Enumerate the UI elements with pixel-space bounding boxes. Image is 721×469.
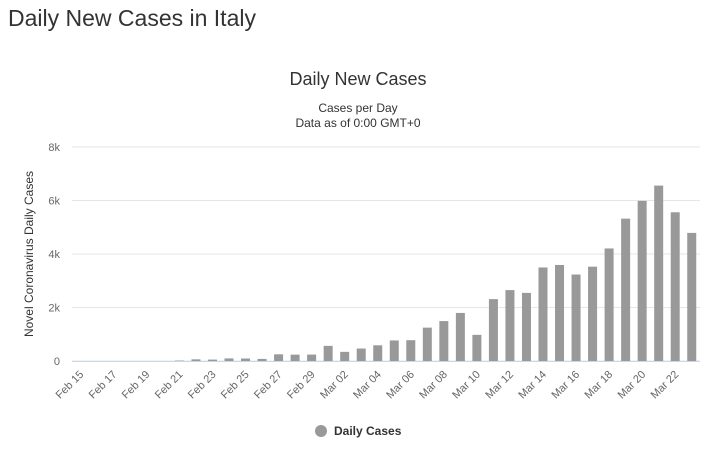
y-tick-label: 6k <box>48 196 60 208</box>
bar <box>456 313 465 361</box>
x-tick-label: Mar 02 <box>318 369 351 402</box>
bar <box>291 355 300 361</box>
x-tick-label: Mar 20 <box>616 369 649 402</box>
y-tick-label: 8k <box>48 142 60 154</box>
bar <box>539 267 548 361</box>
y-tick-label: 4k <box>48 249 60 261</box>
page-title: Daily New Cases in Italy <box>8 5 256 31</box>
bar <box>522 293 531 361</box>
x-tick-label: Feb 19 <box>120 369 153 402</box>
bar <box>324 346 333 361</box>
bar <box>225 358 234 361</box>
bar <box>605 248 614 361</box>
x-tick-label: Mar 22 <box>649 369 682 402</box>
bar <box>654 186 663 361</box>
bar <box>258 359 267 361</box>
bar <box>307 355 316 361</box>
bar <box>588 267 597 361</box>
x-tick-label: Mar 14 <box>516 369 549 402</box>
bar <box>406 340 415 361</box>
chart-title: Daily New Cases <box>289 69 426 89</box>
y-tick-label: 0 <box>54 356 60 368</box>
legend-label: Daily Cases <box>334 424 402 438</box>
x-tick-label: Feb 23 <box>186 369 219 402</box>
x-tick-label: Mar 10 <box>450 369 483 402</box>
bar <box>638 201 647 361</box>
chart-subtitle: Cases per Day <box>318 101 397 115</box>
bar <box>671 212 680 361</box>
x-tick-label: Mar 08 <box>417 369 450 402</box>
x-tick-label: Feb 15 <box>54 369 87 402</box>
x-tick-label: Feb 27 <box>252 369 285 402</box>
y-axis-label: Novel Coronavirus Daily Cases <box>22 171 36 337</box>
bar <box>687 233 696 361</box>
bar <box>439 321 448 361</box>
x-tick-label: Mar 16 <box>549 369 582 402</box>
x-tick-label: Mar 06 <box>384 369 417 402</box>
bar <box>505 290 514 361</box>
x-tick-label: Mar 18 <box>583 369 616 402</box>
bar <box>555 265 564 361</box>
bar <box>241 359 250 361</box>
bar <box>390 340 399 361</box>
bar <box>340 352 349 361</box>
bar <box>357 349 366 361</box>
x-tick-label: Feb 21 <box>153 369 186 402</box>
bar <box>373 345 382 361</box>
bar <box>489 299 498 361</box>
bar <box>191 359 200 361</box>
x-tick-label: Mar 12 <box>483 369 516 402</box>
x-tick-label: Feb 29 <box>285 369 318 402</box>
chart-subtitle: Data as of 0:00 GMT+0 <box>295 116 420 130</box>
y-tick-label: 2k <box>48 303 60 315</box>
bar <box>208 360 217 361</box>
x-tick-label: Feb 17 <box>87 369 120 402</box>
bar <box>472 335 481 361</box>
bar <box>572 275 581 361</box>
x-tick-label: Mar 04 <box>351 369 384 402</box>
bar <box>621 219 630 361</box>
legend-marker <box>315 425 327 437</box>
bar <box>274 354 283 361</box>
x-tick-label: Feb 25 <box>219 369 252 402</box>
bar <box>423 328 432 361</box>
